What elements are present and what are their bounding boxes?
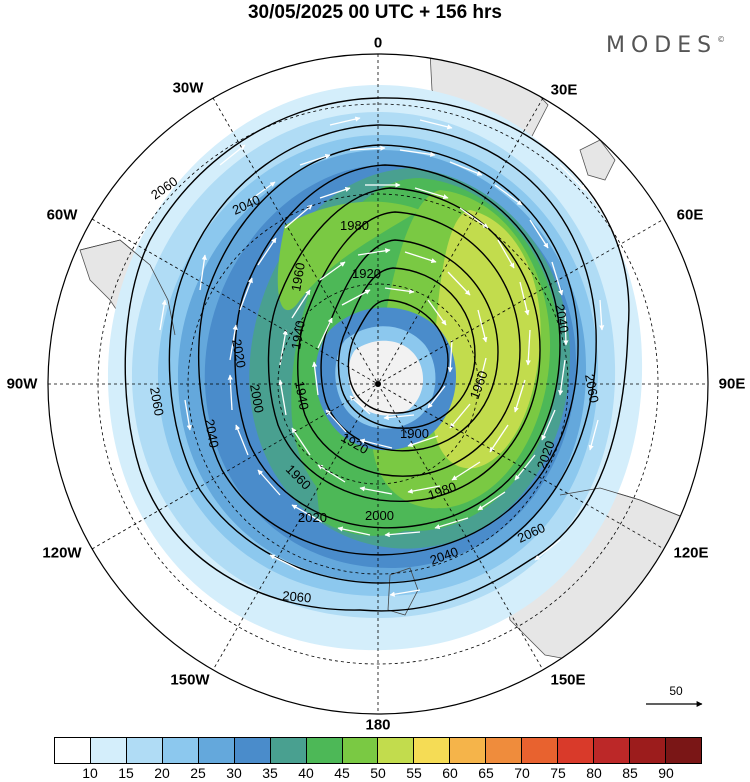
colorbar-swatch xyxy=(126,738,163,763)
brand-logo: MODES© xyxy=(606,33,725,58)
colorbar-label: 50 xyxy=(370,765,386,781)
lon-label-180: 180 xyxy=(365,716,391,734)
contour-label: 2000 xyxy=(365,508,394,523)
lon-label-150w: 150W xyxy=(170,671,210,689)
height-contours xyxy=(124,97,630,612)
contour-1980 xyxy=(267,187,541,502)
south-pole-marker xyxy=(375,381,381,387)
vector-reference-arrow-icon xyxy=(646,701,703,707)
contour-1940 xyxy=(320,239,499,452)
colorbar-label: 60 xyxy=(442,765,458,781)
lon-label-30e: 30E xyxy=(550,81,578,99)
colorbar-swatch xyxy=(414,738,451,763)
colorbar-label: 40 xyxy=(298,765,314,781)
map-disc xyxy=(48,54,708,714)
colorbar-swatch xyxy=(522,738,559,763)
colorbar-swatch xyxy=(270,738,307,763)
wind-speed-shading xyxy=(107,85,643,651)
colorbar-label: 30 xyxy=(226,765,242,781)
madagascar-landmass xyxy=(579,139,616,181)
contour-label: 2040 xyxy=(552,303,572,334)
colorbar-swatch xyxy=(630,738,666,763)
colorbar-label: 85 xyxy=(622,765,638,781)
lon-label-60w: 60W xyxy=(46,206,78,224)
colorbar-label: 55 xyxy=(406,765,422,781)
contour-1920 xyxy=(337,267,476,429)
colorbar-swatch xyxy=(378,738,415,763)
colorbar-label: 20 xyxy=(154,765,170,781)
contour-label: 1900 xyxy=(400,426,429,441)
colorbar-label: 15 xyxy=(118,765,134,781)
contour-2040 xyxy=(168,124,597,584)
colorbar-label: 65 xyxy=(478,765,494,781)
colorbar-swatch xyxy=(162,738,199,763)
contour-label: 1940 xyxy=(292,380,312,411)
vector-reference-key: 50 xyxy=(646,684,706,714)
contour-label: 2020 xyxy=(298,510,327,525)
contour-1960 xyxy=(297,211,521,477)
colorbar-swatch xyxy=(342,738,379,763)
contour-label: 1920 xyxy=(352,266,381,281)
contour-label: 1940 xyxy=(288,319,308,350)
contour-label: 2020 xyxy=(229,338,249,369)
colorbar-swatch xyxy=(486,738,523,763)
colorbar-label: 90 xyxy=(658,765,674,781)
contour-label: 2060 xyxy=(282,588,312,605)
contour-2000 xyxy=(234,164,561,529)
lon-label-90w: 90W xyxy=(6,375,38,393)
colorbar-label: 45 xyxy=(334,765,350,781)
contour-label: 1980 xyxy=(340,218,369,233)
colorbar-swatch xyxy=(90,738,127,763)
colorbar-swatch xyxy=(306,738,343,763)
colorbar xyxy=(54,737,702,764)
brand-name: MODES xyxy=(606,33,718,58)
contour-label: 2000 xyxy=(247,383,267,414)
lon-label-30w: 30W xyxy=(172,79,204,97)
colorbar-swatch xyxy=(594,738,630,763)
colorbar-label: 25 xyxy=(190,765,206,781)
contour-2060-outer xyxy=(124,97,630,612)
colorbar-label: 80 xyxy=(586,765,602,781)
contour-2020 xyxy=(197,144,579,556)
colorbar-swatch xyxy=(665,738,701,763)
wind-vectors xyxy=(159,116,605,597)
contour-label: 2060 xyxy=(147,386,167,417)
map-title: 30/05/2025 00 UTC + 156 hrs xyxy=(247,2,503,23)
colorbar-swatch xyxy=(450,738,487,763)
map-boundary xyxy=(47,53,709,715)
colorbar-swatch xyxy=(55,738,91,763)
colorbar-swatch xyxy=(234,738,271,763)
lon-label-120w: 120W xyxy=(42,544,82,562)
lon-label-150e: 150E xyxy=(550,671,586,689)
contour-label: 1960 xyxy=(288,261,308,292)
lon-label-0: 0 xyxy=(373,34,383,52)
contour-label: 2040 xyxy=(202,418,222,449)
colorbar-label: 35 xyxy=(262,765,278,781)
colorbar-labels: 10 15 20 25 30 35 40 45 50 55 60 65 70 75 80 85 90 xyxy=(54,765,702,781)
lon-label-60e: 60E xyxy=(676,206,704,224)
copyright-mark: © xyxy=(717,35,726,44)
colorbar-label: 10 xyxy=(82,765,98,781)
colorbar-swatch xyxy=(558,738,595,763)
colorbar-label: 70 xyxy=(514,765,530,781)
lon-label-90e: 90E xyxy=(718,375,746,393)
polar-map: 2060 2040 1980 1920 1960 2020 1940 2060 … xyxy=(47,53,709,715)
colorbar-label: 75 xyxy=(550,765,566,781)
vector-reference-value: 50 xyxy=(669,684,683,698)
lon-label-120e: 120E xyxy=(673,544,709,562)
colorbar-swatch xyxy=(198,738,235,763)
contour-label: 2060 xyxy=(582,373,602,404)
contour-1900 xyxy=(347,299,449,414)
